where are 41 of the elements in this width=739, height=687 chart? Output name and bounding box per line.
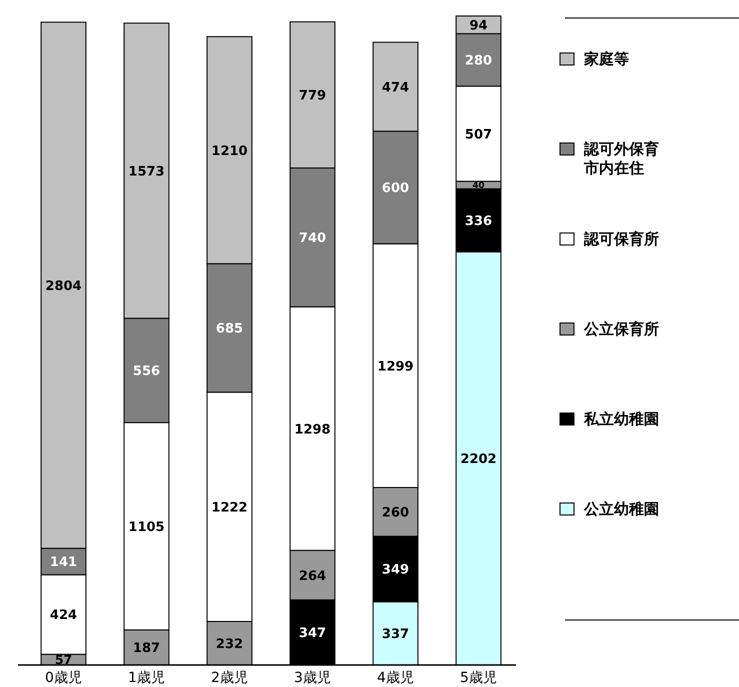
data-label: 40 — [472, 181, 485, 192]
legend-label: 公立幼稚園 — [583, 500, 659, 518]
data-label: 1222 — [211, 500, 248, 516]
data-label: 474 — [382, 80, 410, 96]
legend-label: 私立幼稚園 — [583, 410, 659, 428]
data-label: 336 — [464, 214, 492, 230]
data-label: 556 — [132, 364, 160, 380]
data-label: 260 — [382, 506, 410, 521]
data-label: 349 — [382, 562, 410, 578]
x-tick-label: 2歳児 — [211, 670, 248, 686]
x-tick-label: 0歳児 — [45, 670, 82, 686]
x-tick-label: 5歳児 — [460, 670, 497, 686]
data-label: 1105 — [128, 520, 165, 535]
legend-label: 認可保育所 — [583, 230, 659, 248]
x-tick-label: 3歳児 — [294, 670, 331, 686]
data-label: 779 — [298, 88, 326, 104]
data-label: 280 — [464, 54, 492, 69]
data-label: 141 — [50, 555, 78, 570]
data-label: 740 — [298, 231, 326, 246]
x-tick-label: 1歳児 — [128, 670, 165, 686]
data-label: 600 — [382, 181, 410, 196]
data-label: 187 — [132, 641, 160, 656]
legend-label: 公立保育所 — [583, 320, 659, 338]
data-label: 685 — [216, 322, 244, 337]
x-tick-label: 4歳児 — [377, 670, 414, 686]
data-label: 264 — [298, 568, 326, 584]
data-label: 1573 — [128, 164, 165, 180]
data-label: 232 — [216, 636, 244, 652]
data-label: 347 — [298, 626, 326, 642]
data-label: 1299 — [377, 359, 414, 374]
data-label: 337 — [382, 627, 410, 642]
data-label: 1210 — [211, 144, 248, 159]
data-label: 507 — [464, 127, 492, 142]
data-label: 424 — [50, 608, 78, 624]
data-label: 2804 — [45, 278, 82, 294]
data-label: 2202 — [460, 452, 497, 468]
legend-label: 認可外保育市内在住 — [583, 140, 659, 177]
data-label: 94 — [469, 18, 488, 34]
legend-label: 家庭等 — [583, 50, 629, 68]
data-label: 1298 — [294, 422, 331, 438]
data-label: 57 — [54, 653, 72, 668]
